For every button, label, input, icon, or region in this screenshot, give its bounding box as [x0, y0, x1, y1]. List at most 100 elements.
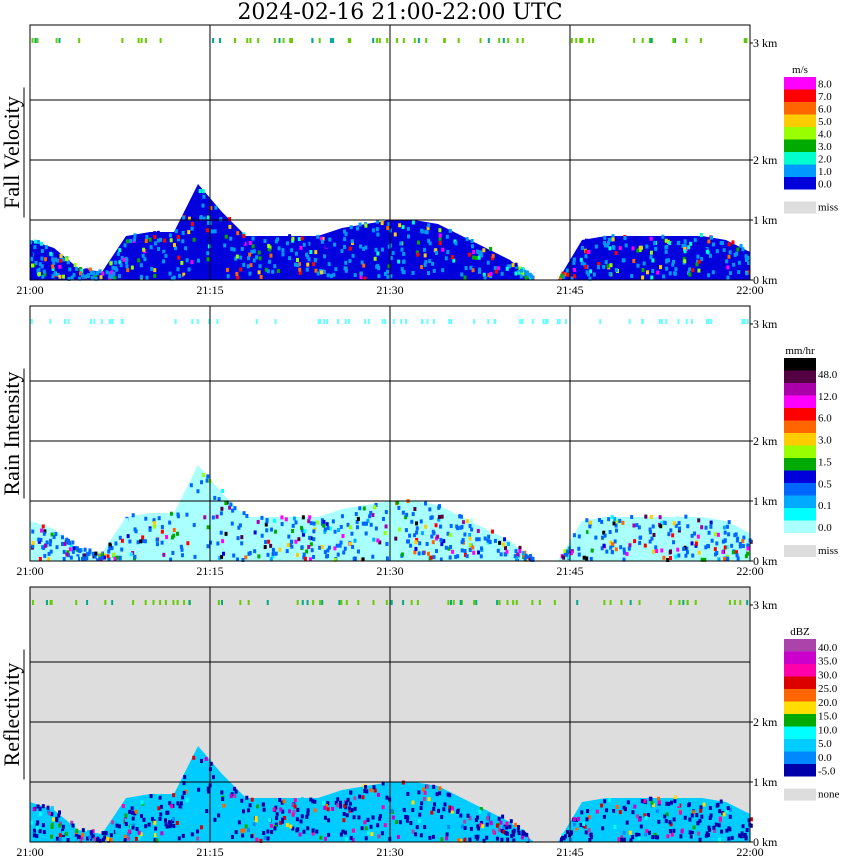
- precip-cell: [128, 539, 132, 544]
- precip-cell: [142, 247, 146, 252]
- precip-cell: [298, 832, 302, 837]
- precip-cell: [259, 274, 263, 279]
- precip-cell: [341, 829, 345, 834]
- precip-cell: [631, 810, 635, 815]
- precip-cell: [511, 829, 515, 834]
- precip-cell: [57, 813, 61, 818]
- precip-cell: [316, 234, 320, 239]
- precip-cell: [582, 822, 586, 827]
- precip-cell: [153, 838, 157, 843]
- precip-cell: [586, 529, 590, 534]
- precip-cell: [124, 256, 128, 261]
- precip-cell: [591, 833, 595, 838]
- precip-cell: [300, 545, 304, 550]
- precip-cell: [669, 822, 673, 827]
- precip-cell: [42, 269, 46, 274]
- precip-cell: [294, 539, 298, 544]
- precip-cell: [211, 515, 215, 520]
- precip-cell: [344, 260, 348, 265]
- precip-cell: [134, 836, 138, 841]
- precip-cell: [324, 836, 328, 841]
- clutter-cell: [290, 38, 293, 43]
- precip-cell: [266, 552, 270, 557]
- precip-cell: [704, 545, 708, 550]
- precip-cell: [708, 815, 712, 820]
- precip-cell: [491, 253, 495, 258]
- precip-cell: [129, 552, 133, 557]
- precip-cell: [271, 269, 275, 274]
- precip-cell: [120, 255, 124, 260]
- precip-cell: [585, 238, 589, 243]
- precip-cell: [409, 821, 413, 826]
- precip-cell: [585, 518, 589, 523]
- precip-cell: [725, 545, 729, 550]
- precip-cell: [654, 835, 658, 840]
- precip-cell: [602, 240, 606, 245]
- precip-cell: [40, 256, 44, 261]
- precip-cell: [468, 547, 472, 552]
- clutter-cell: [609, 600, 612, 605]
- precip-cell: [504, 830, 508, 835]
- legend-swatch: [784, 164, 816, 177]
- precip-cell: [199, 758, 203, 763]
- precip-cell: [168, 520, 172, 525]
- precip-cell: [565, 268, 569, 273]
- clutter-cell: [521, 319, 524, 324]
- precip-cell: [649, 236, 653, 241]
- precip-cell: [117, 274, 121, 279]
- precip-cell: [292, 810, 296, 815]
- precip-cell: [385, 795, 389, 800]
- precip-cell: [181, 239, 185, 244]
- precip-cell: [656, 270, 660, 275]
- precip-cell: [297, 237, 301, 242]
- precip-cell: [241, 809, 245, 814]
- clutter-cell: [558, 319, 561, 324]
- clutter-cell: [217, 600, 220, 605]
- clutter-cell: [496, 600, 499, 605]
- clutter-cell: [172, 600, 175, 605]
- precip-cell: [305, 242, 309, 247]
- precip-cell: [178, 804, 182, 809]
- clutter-cell: [100, 319, 103, 324]
- precip-cell: [465, 554, 469, 559]
- precip-cell: [469, 518, 473, 523]
- precip-cell: [110, 546, 114, 551]
- precip-cell: [88, 835, 92, 840]
- precip-cell: [514, 549, 518, 554]
- precip-cell: [137, 258, 141, 263]
- precip-cell: [276, 237, 280, 242]
- precip-cell: [456, 554, 460, 559]
- precip-cell: [704, 833, 708, 838]
- precip-cell: [436, 808, 440, 813]
- precip-cell: [585, 556, 589, 561]
- precip-cell: [583, 824, 587, 829]
- precip-cell: [479, 546, 483, 551]
- precip-cell: [506, 264, 510, 269]
- precip-cell: [185, 512, 189, 517]
- precip-cell: [611, 542, 615, 547]
- precip-cell: [309, 542, 313, 547]
- precip-cell: [639, 824, 643, 829]
- precip-cell: [292, 516, 296, 521]
- precip-cell: [562, 274, 566, 279]
- precip-cell: [620, 837, 624, 842]
- precip-cell: [182, 781, 186, 786]
- precip-cell: [479, 822, 483, 827]
- precip-cell: [607, 797, 611, 802]
- precip-cell: [423, 253, 427, 258]
- precip-cell: [478, 253, 482, 258]
- precip-cell: [365, 789, 369, 794]
- precip-cell: [58, 810, 62, 815]
- precip-cell: [244, 824, 248, 829]
- precip-cell: [603, 799, 607, 804]
- precip-cell: [339, 804, 343, 809]
- precip-cell: [672, 259, 676, 264]
- precip-cell: [646, 812, 650, 817]
- precip-cell: [110, 270, 114, 275]
- precip-cell: [410, 519, 414, 524]
- precip-cell: [697, 259, 701, 264]
- precip-cell: [74, 833, 78, 838]
- precip-cell: [576, 816, 580, 821]
- precip-cell: [687, 803, 691, 808]
- precip-cell: [722, 248, 726, 253]
